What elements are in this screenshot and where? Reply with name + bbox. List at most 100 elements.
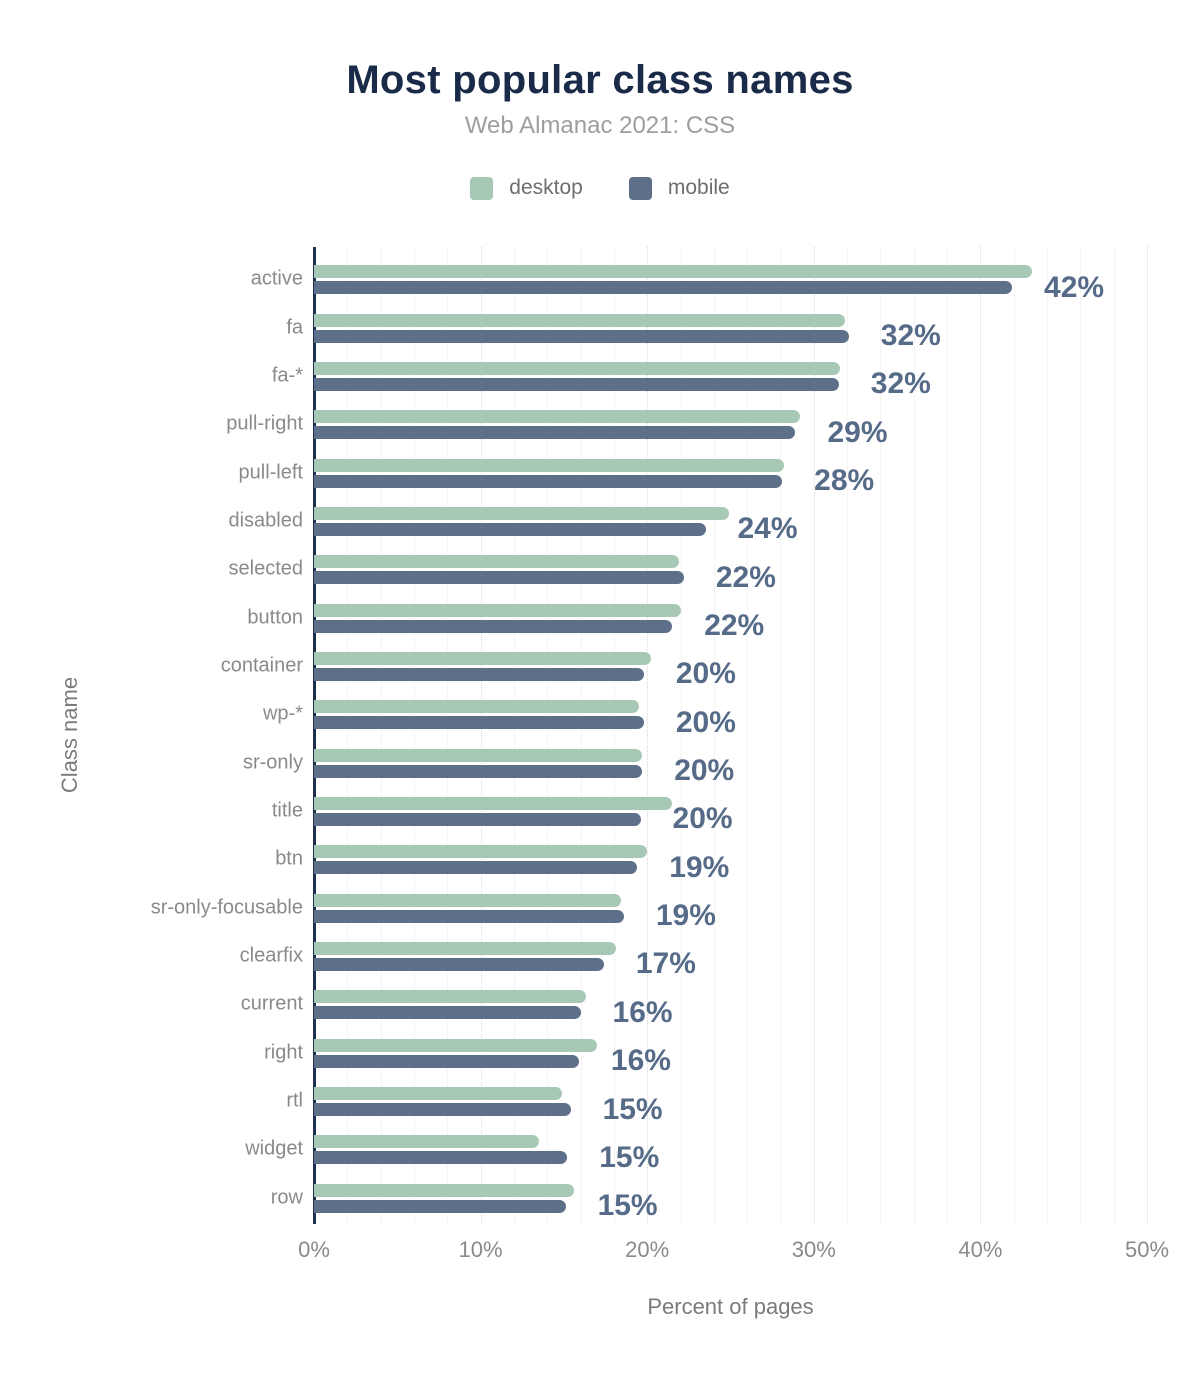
desktop-swatch-icon: [470, 176, 494, 200]
legend-label-desktop: desktop: [509, 176, 583, 199]
mobile-bar[interactable]: [314, 812, 641, 826]
value-label: 24%: [737, 512, 798, 546]
bar-row: selected 22%: [229, 545, 1147, 594]
legend-item-mobile[interactable]: mobile: [628, 176, 730, 200]
category-label: sr-only: [242, 751, 303, 774]
gridline-major: [813, 247, 815, 1224]
category-label: disabled: [228, 509, 303, 532]
value-label: 19%: [655, 899, 716, 933]
bar-row: row 15%: [271, 1174, 1147, 1222]
legend-item-desktop[interactable]: desktop: [470, 176, 583, 200]
bar-row: fa-* 32%: [272, 352, 1147, 401]
bar-row: clearfix 17%: [240, 932, 1147, 981]
bar-rows: active 42% fa 32% fa-* 32% pull-right 29% pull-l…: [151, 255, 1147, 1222]
mobile-bar[interactable]: [314, 281, 1013, 295]
desktop-bar[interactable]: [314, 1183, 574, 1197]
desktop-bar[interactable]: [314, 1135, 539, 1149]
mobile-bar[interactable]: [314, 1054, 579, 1068]
gridline-minor: [747, 247, 749, 1224]
gridline-minor: [713, 247, 715, 1224]
category-label: pull-left: [238, 461, 303, 484]
desktop-bar[interactable]: [314, 506, 729, 520]
value-label: 17%: [635, 947, 696, 981]
category-label: clearfix: [239, 944, 303, 967]
desktop-bar[interactable]: [314, 313, 846, 327]
gridline-minor: [847, 247, 849, 1224]
category-label: right: [264, 1041, 303, 1064]
bar-row: rtl 15%: [286, 1077, 1147, 1126]
mobile-bar[interactable]: [314, 426, 796, 440]
gridline-minor: [947, 247, 949, 1224]
bar-row: btn 19%: [275, 835, 1147, 884]
desktop-bar[interactable]: [314, 458, 784, 472]
gridline-major: [1147, 247, 1148, 1224]
mobile-bar[interactable]: [314, 957, 604, 971]
mobile-bar[interactable]: [314, 619, 673, 633]
value-label: 29%: [827, 415, 888, 449]
mobile-swatch-icon: [628, 176, 652, 200]
mobile-bar[interactable]: [314, 667, 644, 681]
mobile-bar[interactable]: [314, 861, 638, 875]
desktop-bar[interactable]: [314, 1087, 563, 1101]
gridline-minor: [613, 247, 615, 1224]
desktop-bar[interactable]: [314, 265, 1033, 279]
gridline-major: [980, 247, 982, 1224]
mobile-bar[interactable]: [314, 474, 783, 488]
desktop-bar[interactable]: [314, 748, 643, 762]
x-tick-label: 40%: [958, 1237, 1003, 1262]
mobile-bar[interactable]: [314, 716, 644, 730]
bar-row: sr-only 20%: [243, 738, 1147, 788]
value-label: 32%: [870, 367, 931, 401]
gridline-minor: [1047, 247, 1049, 1224]
desktop-bar[interactable]: [314, 651, 651, 665]
x-tick-label: 10%: [458, 1237, 503, 1262]
mobile-bar[interactable]: [314, 329, 849, 343]
bar-row: title 20%: [272, 787, 1147, 836]
desktop-bar[interactable]: [314, 990, 586, 1004]
category-label: row: [270, 1186, 303, 1209]
category-label: wp-*: [262, 702, 303, 725]
desktop-bar[interactable]: [314, 1038, 598, 1052]
mobile-bar[interactable]: [314, 1006, 581, 1020]
y-axis-line: [313, 247, 316, 1224]
bar-row: widget 15%: [245, 1125, 1147, 1174]
mobile-bar[interactable]: [314, 1103, 571, 1117]
gridline-minor: [413, 247, 415, 1224]
desktop-bar[interactable]: [314, 941, 616, 955]
desktop-bar[interactable]: [314, 603, 681, 617]
desktop-bar[interactable]: [314, 845, 648, 859]
chart-subtitle: Web Almanac 2021: CSS: [464, 112, 736, 139]
plot-area: active 42% fa 32% fa-* 32% pull-right 29% pull-l…: [151, 247, 1148, 1224]
category-label: selected: [228, 557, 304, 580]
mobile-bar[interactable]: [314, 909, 624, 923]
mobile-bar[interactable]: [314, 1199, 566, 1213]
mobile-bar[interactable]: [314, 1151, 568, 1165]
value-label: 22%: [704, 609, 765, 643]
bar-row: sr-only-focusable 19%: [151, 883, 1147, 933]
category-label: sr-only-focusable: [150, 896, 303, 919]
mobile-bar[interactable]: [314, 522, 706, 536]
mobile-bar[interactable]: [314, 764, 643, 778]
value-label: 20%: [674, 754, 735, 788]
mobile-bar[interactable]: [314, 571, 684, 585]
gridline-minor: [547, 247, 549, 1224]
bar-row: pull-left 28%: [239, 448, 1147, 498]
desktop-bar[interactable]: [314, 555, 679, 569]
gridline-major: [647, 247, 649, 1224]
bar-row: container 20%: [221, 642, 1147, 690]
category-label: title: [271, 799, 303, 822]
value-label: 16%: [612, 995, 673, 1029]
gridline-minor: [580, 247, 582, 1224]
value-label: 20%: [672, 802, 733, 836]
value-label: 20%: [675, 705, 736, 739]
desktop-bar[interactable]: [314, 410, 801, 424]
bar-row: wp-* 20%: [263, 690, 1147, 739]
desktop-bar[interactable]: [314, 700, 639, 714]
x-tick-label: 20%: [625, 1237, 670, 1262]
chart-title: Most popular class names: [346, 58, 854, 102]
desktop-bar[interactable]: [314, 361, 841, 375]
desktop-bar[interactable]: [314, 893, 621, 907]
value-label: 28%: [814, 464, 875, 498]
desktop-bar[interactable]: [314, 796, 673, 810]
mobile-bar[interactable]: [314, 377, 839, 391]
